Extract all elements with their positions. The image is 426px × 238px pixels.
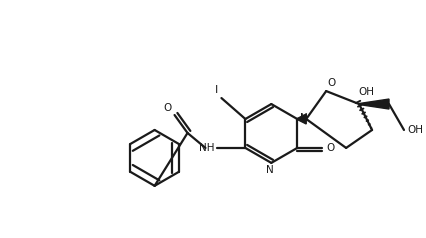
Text: NH: NH bbox=[199, 143, 214, 153]
Polygon shape bbox=[297, 114, 306, 124]
Text: N: N bbox=[266, 165, 274, 175]
Text: OH: OH bbox=[358, 87, 374, 97]
Polygon shape bbox=[359, 99, 389, 109]
Text: I: I bbox=[215, 85, 219, 95]
Text: O: O bbox=[326, 143, 334, 153]
Text: OH: OH bbox=[407, 125, 423, 135]
Text: O: O bbox=[163, 103, 172, 113]
Text: O: O bbox=[327, 78, 335, 88]
Text: N: N bbox=[300, 113, 308, 123]
